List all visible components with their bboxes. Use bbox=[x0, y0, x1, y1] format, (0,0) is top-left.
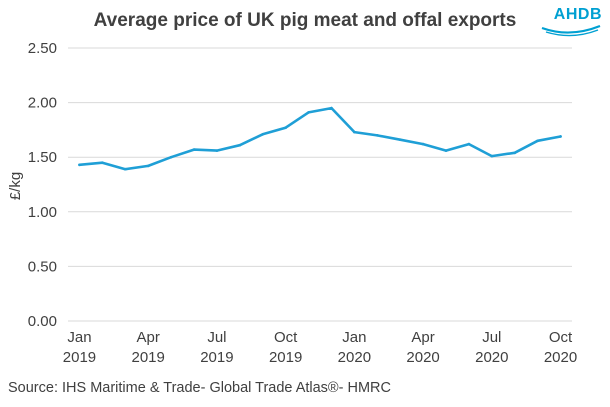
data-point: Jul 2020: 1.51 bbox=[490, 154, 494, 158]
series-line-average-price bbox=[78, 106, 562, 171]
line-chart: 0.00 0.50 1.00 1.50 2.00 2.50 £/kg Jan 2019 Apr… bbox=[7, 40, 577, 366]
x-axis-tick-labels: Jan 2019 Apr 2019 Jul 2019 Oct 2019 Jan 2020 Apr 20… bbox=[63, 329, 577, 366]
gridlines bbox=[68, 47, 572, 322]
x-tick-label-year: 2020 bbox=[475, 349, 508, 366]
ahdb-logo: AHDB bbox=[540, 6, 602, 40]
data-point: Feb 2020: 1.7 bbox=[375, 134, 379, 137]
data-point: Jan 2020: 1.73 bbox=[353, 130, 356, 134]
x-tick-label-month: Jan bbox=[342, 329, 366, 346]
data-point: Jun 2020: 1.62 bbox=[467, 142, 471, 146]
data-point: Dec 2019: 1.95 bbox=[330, 106, 333, 110]
x-tick-label-month: Jan bbox=[67, 329, 91, 346]
data-point: Jul 2019: 1.56 bbox=[215, 149, 219, 152]
data-point: Feb 2019: 1.45 bbox=[101, 161, 104, 164]
data-point: Mar 2020: 1.66 bbox=[398, 138, 402, 142]
data-point: May 2019: 1.5 bbox=[169, 155, 173, 159]
x-tick-label-month: Jul bbox=[482, 329, 501, 346]
data-point: Nov 2019: 1.91 bbox=[307, 111, 310, 114]
logo-swoosh-icon bbox=[541, 24, 601, 37]
x-tick-label-month: Apr bbox=[411, 329, 434, 346]
data-point: Aug 2019: 1.61 bbox=[238, 143, 242, 147]
x-tick-label-year: 2019 bbox=[269, 349, 302, 366]
logo-text: AHDB bbox=[553, 6, 602, 23]
y-tick-label: 1.50 bbox=[28, 149, 57, 166]
data-point: May 2020: 1.56 bbox=[444, 149, 448, 152]
x-tick-label-month: Jul bbox=[207, 329, 226, 346]
data-point: Jun 2019: 1.57 bbox=[192, 148, 196, 151]
data-point: Oct 2019: 1.77 bbox=[284, 126, 287, 130]
y-axis-title: £/kg bbox=[7, 172, 24, 200]
y-tick-label: 1.00 bbox=[28, 204, 57, 221]
y-tick-label: 2.50 bbox=[28, 40, 57, 57]
x-tick-label-year: 2019 bbox=[63, 349, 96, 366]
data-point: Aug 2020: 1.54 bbox=[513, 151, 517, 155]
data-point: Apr 2019: 1.42 bbox=[146, 164, 150, 168]
y-tick-label: 0.50 bbox=[28, 258, 57, 275]
chart-title: Average price of UK pig meat and offal e… bbox=[93, 10, 517, 31]
y-axis-tick-labels: 0.00 0.50 1.00 1.50 2.00 2.50 bbox=[28, 40, 57, 330]
data-point: Oct 2020: 1.69 bbox=[559, 135, 562, 138]
x-tick-label-year: 2019 bbox=[131, 349, 164, 366]
y-tick-label: 0.00 bbox=[28, 313, 57, 330]
x-tick-label-year: 2020 bbox=[338, 349, 371, 366]
data-point: Sep 2020: 1.65 bbox=[536, 139, 539, 143]
source-note: Source: IHS Maritime & Trade- Global Tra… bbox=[8, 380, 391, 396]
data-point: Apr 2020: 1.62 bbox=[421, 142, 425, 146]
data-point: Sep 2019: 1.71 bbox=[261, 132, 265, 136]
data-point: Mar 2019: 1.39 bbox=[123, 167, 127, 171]
x-tick-label-year: 2019 bbox=[200, 349, 233, 366]
x-tick-label-month: Oct bbox=[274, 329, 298, 346]
x-tick-label-month: Oct bbox=[549, 329, 573, 346]
data-point: Jan 2019: 1.43 bbox=[78, 163, 81, 167]
y-tick-label: 2.00 bbox=[28, 95, 57, 112]
x-tick-label-year: 2020 bbox=[544, 349, 577, 366]
series-layer: Jan 2019: 1.43 Feb 2019: 1.45 Mar 2019: 1.… bbox=[78, 106, 562, 171]
x-tick-label-year: 2020 bbox=[406, 349, 439, 366]
x-tick-label-month: Apr bbox=[137, 329, 160, 346]
